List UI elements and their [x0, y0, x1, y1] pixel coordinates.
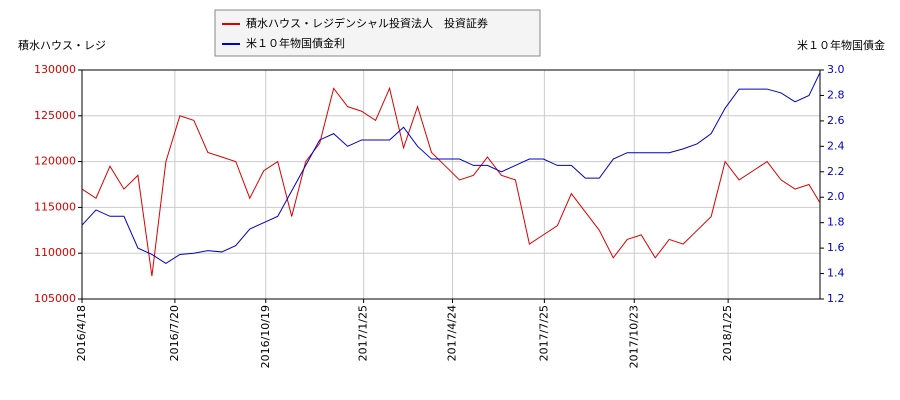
- y2-tick-label: 1.6: [827, 241, 845, 254]
- y2-tick-label: 2.0: [827, 190, 845, 203]
- x-tick-label: 2017/7/25: [537, 305, 550, 361]
- series-line: [81, 72, 821, 264]
- y2-tick-label: 1.2: [827, 292, 845, 305]
- y-tick-label: 130000: [34, 63, 76, 76]
- y2-tick-label: 3.0: [827, 63, 845, 76]
- y2-tick-label: 2.2: [827, 165, 845, 178]
- y2-tick-label: 2.6: [827, 114, 845, 127]
- y2-tick-label: 2.8: [827, 88, 845, 101]
- x-tick-label: 2016/4/18: [75, 305, 88, 361]
- y-axis-label: 積水ハウス・レジ: [18, 38, 106, 52]
- legend-label: 米１０年物国債金利: [246, 36, 345, 50]
- y2-tick-label: 1.4: [827, 267, 845, 280]
- y2-axis-label: 米１０年物国債金: [797, 38, 885, 52]
- y-tick-label: 110000: [34, 246, 76, 259]
- x-tick-label: 2016/10/19: [259, 305, 272, 368]
- y-tick-label: 105000: [34, 292, 76, 305]
- y-tick-label: 120000: [34, 155, 76, 168]
- x-tick-label: 2017/10/23: [627, 305, 640, 368]
- legend-label: 積水ハウス・レジデンシャル投資法人 投資証券: [246, 16, 488, 30]
- y-tick-label: 115000: [34, 200, 76, 213]
- x-tick-label: 2017/4/24: [445, 305, 458, 361]
- plot-frame: [81, 69, 821, 300]
- y-tick-label: 125000: [34, 109, 76, 122]
- series-line: [81, 86, 821, 277]
- x-tick-label: 2018/1/25: [721, 305, 734, 361]
- x-tick-label: 2016/7/20: [168, 305, 181, 361]
- y2-tick-label: 2.4: [827, 139, 845, 152]
- x-tick-label: 2017/1/25: [357, 305, 370, 361]
- y2-tick-label: 1.8: [827, 216, 845, 229]
- legend-box: [214, 9, 541, 57]
